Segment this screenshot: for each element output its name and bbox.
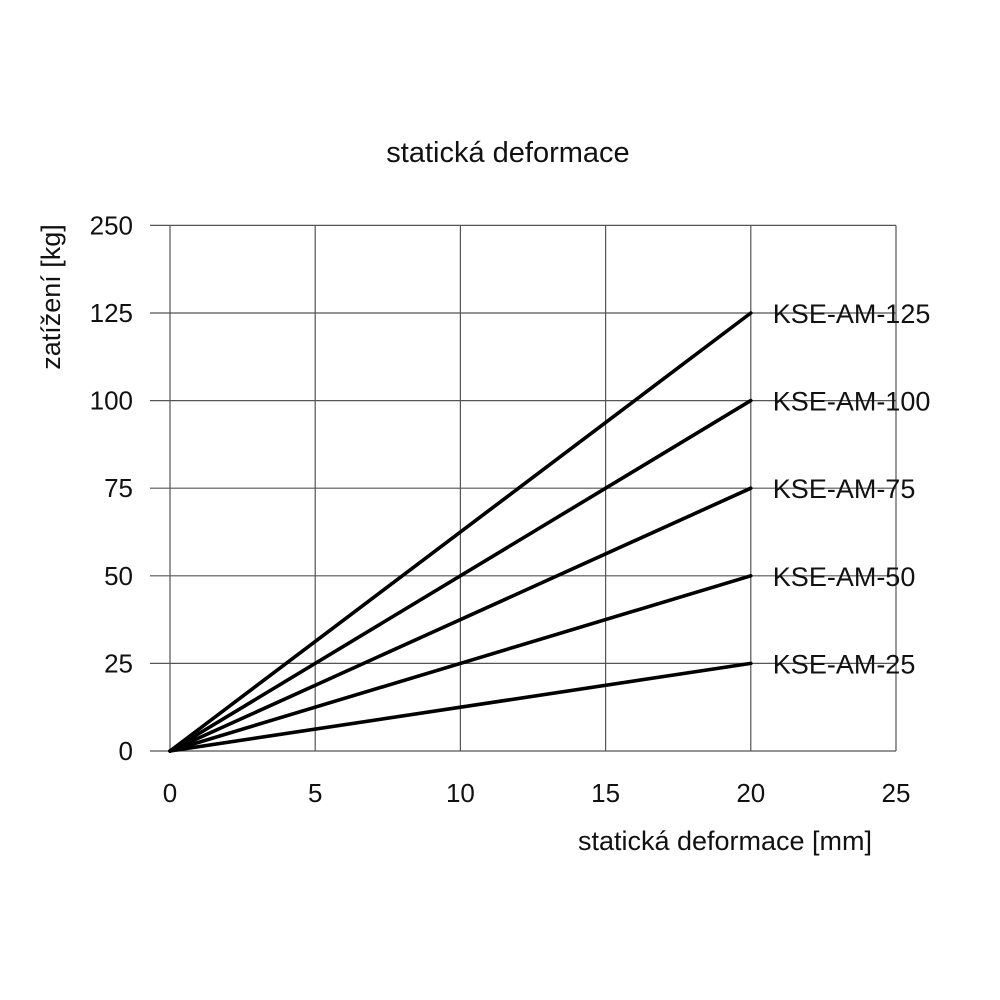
x-tick-label: 5 [308,778,322,808]
y-tick-label: 50 [104,561,133,591]
series-label-kse-am-125: KSE-AM-125 [773,299,931,329]
x-tick-label: 10 [446,778,475,808]
series-line-kse-am-75 [168,486,753,753]
x-axis-label: statická deformace [mm] [578,826,872,856]
y-tick-label: 25 [104,648,133,678]
series-label-kse-am-50: KSE-AM-50 [773,562,916,592]
y-tick-labels: 0 25 50 75 100 125 250 [90,210,133,766]
chart-title: statická deformace [386,137,629,169]
x-tick-label: 25 [882,778,911,808]
y-tick-label: 0 [119,736,133,766]
y-tick-label: 100 [90,386,133,416]
series-label-kse-am-100: KSE-AM-100 [773,387,931,417]
x-tick-label: 0 [163,778,177,808]
x-tick-labels: 0 5 10 15 20 25 [163,778,911,808]
y-axis-label: zatížení [kg] [36,224,66,370]
series-line-kse-am-100 [168,398,753,753]
y-tick-label: 75 [104,473,133,503]
y-tick-label: 125 [90,298,133,328]
series-label-kse-am-25: KSE-AM-25 [773,649,916,679]
series-lines [168,311,753,753]
series-line-kse-am-125 [168,311,753,753]
x-tick-label: 20 [736,778,765,808]
series-labels: KSE-AM-125 KSE-AM-100 KSE-AM-75 KSE-AM-50 KS… [773,299,931,679]
series-line-kse-am-25 [168,661,753,753]
x-tick-label: 15 [591,778,620,808]
y-tick-label: 250 [90,210,133,240]
series-line-kse-am-50 [168,573,753,753]
series-label-kse-am-75: KSE-AM-75 [773,474,916,504]
